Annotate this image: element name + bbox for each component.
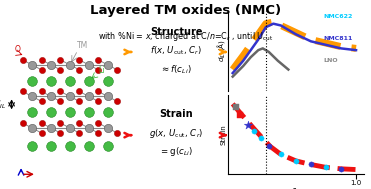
Text: Structure: Structure	[150, 27, 203, 37]
Point	[293, 159, 299, 162]
Text: O: O	[15, 46, 21, 54]
Point	[245, 123, 251, 126]
Text: NMC622: NMC622	[323, 14, 352, 19]
Point	[308, 163, 314, 166]
Text: $f$($x$, $\mathit{U}_\mathregular{cut}$, $\mathit{C}_r$): $f$($x$, $\mathit{U}_\mathregular{cut}$,…	[150, 45, 202, 57]
Text: $d_{IL}$: $d_{IL}$	[0, 98, 6, 111]
FancyBboxPatch shape	[128, 99, 224, 173]
Point	[323, 166, 329, 169]
FancyBboxPatch shape	[128, 17, 224, 91]
Text: TM: TM	[77, 41, 88, 50]
Y-axis label: $d_{IL}$ (Å): $d_{IL}$ (Å)	[215, 40, 227, 62]
Point	[233, 106, 239, 109]
Text: Strain: Strain	[160, 109, 193, 119]
Text: $\approx$$f$($c_{Li}$): $\approx$$f$($c_{Li}$)	[160, 63, 192, 76]
Point	[338, 167, 344, 170]
Text: $g$($x$, $\mathit{U}_\mathregular{cut}$, $\mathit{C}_r$): $g$($x$, $\mathit{U}_\mathregular{cut}$,…	[149, 127, 203, 140]
Point	[258, 136, 264, 139]
X-axis label: $c_{Li}$: $c_{Li}$	[290, 186, 301, 189]
Point	[266, 144, 272, 147]
Point	[237, 114, 243, 117]
Point	[278, 153, 284, 156]
Text: $=$g($c_{Li}$): $=$g($c_{Li}$)	[159, 145, 193, 158]
Y-axis label: Strain: Strain	[221, 124, 227, 145]
Text: Li: Li	[98, 66, 105, 75]
Text: NMC811: NMC811	[323, 36, 352, 41]
Text: Layered TM oxides (NMC): Layered TM oxides (NMC)	[90, 4, 281, 17]
Point	[251, 129, 257, 132]
Text: LNO: LNO	[323, 58, 338, 63]
Text: with %Ni = $x$, charged at C/$n$=C$_r$ , until U$_\mathregular{cut}$: with %Ni = $x$, charged at C/$n$=C$_r$ ,…	[98, 30, 273, 43]
